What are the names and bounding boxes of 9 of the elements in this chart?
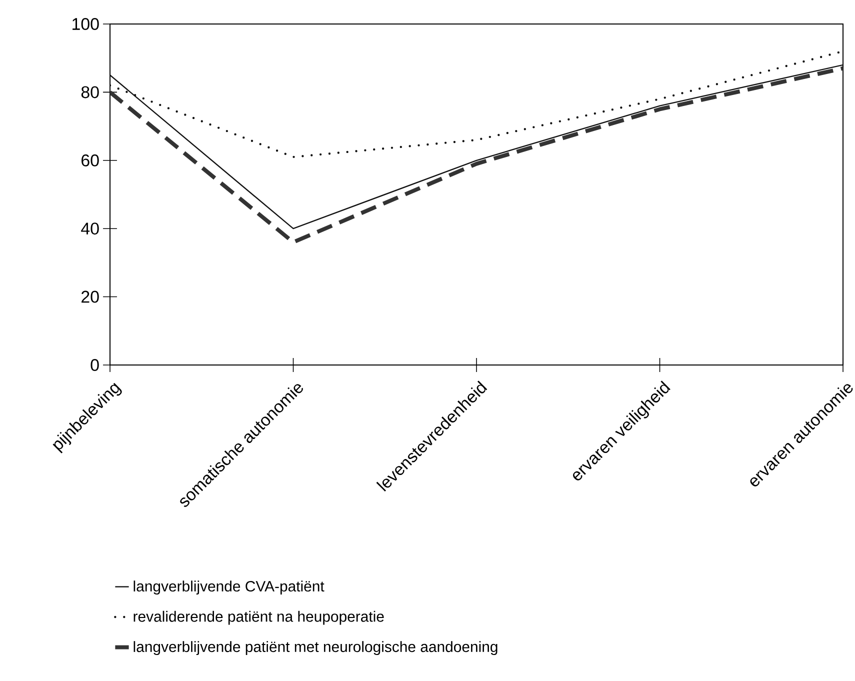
y-tick-label: 0 — [90, 358, 99, 371]
y-tick-label: 100 — [72, 18, 99, 30]
y-tick-label: 40 — [81, 222, 99, 235]
legend-label: langverblijvende CVA-patiënt — [134, 580, 324, 595]
y-tick-label: 80 — [81, 86, 99, 98]
y-tick-label: 20 — [82, 290, 99, 303]
legend-label: langverblijvende patiënt met neurologische aandoening — [134, 641, 498, 656]
y-tick-label: 60 — [82, 154, 99, 166]
legend-label: revaliderende patiënt na heupoperatie — [134, 610, 384, 625]
